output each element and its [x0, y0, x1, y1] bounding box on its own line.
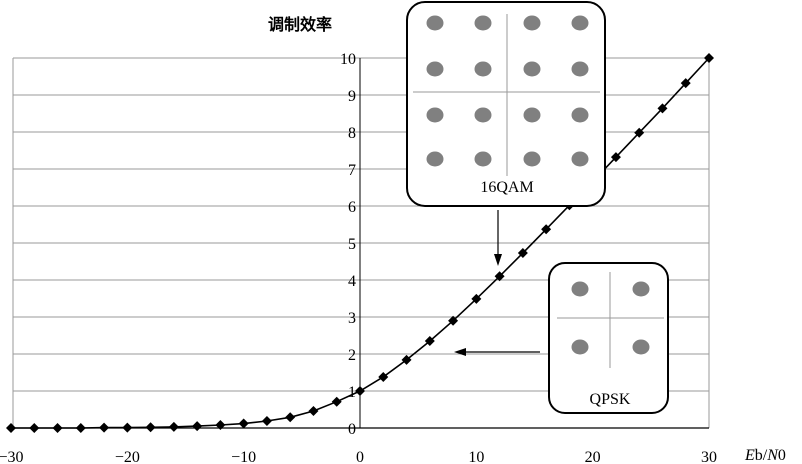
- qam16-point-2: [523, 15, 541, 31]
- qam16-point-6: [523, 61, 541, 77]
- qam16-point-5: [474, 61, 492, 77]
- data-point-29: [680, 78, 691, 89]
- x-axis-title-n: N: [766, 447, 779, 464]
- y-tick-label-2: 2: [348, 347, 356, 364]
- qam16-point-15: [571, 151, 589, 167]
- qpsk-point-2: [571, 339, 589, 355]
- data-point-16: [378, 371, 389, 382]
- y-tick-label-4: 4: [348, 273, 356, 290]
- y-tick-label-5: 5: [348, 236, 356, 253]
- data-point-22: [517, 247, 528, 258]
- qpsk-point-1: [632, 281, 650, 297]
- x-tick-label-4: 10: [468, 449, 484, 464]
- data-point-19: [448, 315, 459, 326]
- inset-qpsk-box: [548, 262, 669, 414]
- y-tick-label-10: 10: [340, 51, 356, 68]
- data-point-6: [145, 422, 156, 433]
- qam16-point-8: [426, 107, 444, 123]
- data-point-28: [657, 103, 668, 114]
- inset-16qam-constellation: 16QAM: [406, 1, 606, 207]
- x-axis-title-e: E: [744, 447, 755, 464]
- qam16-point-7: [571, 61, 589, 77]
- x-tick-label-5: 20: [585, 449, 601, 464]
- qam16-point-14: [523, 151, 541, 167]
- data-point-15: [355, 386, 365, 396]
- qam16-point-11: [571, 107, 589, 123]
- qam16-point-12: [426, 151, 444, 167]
- arrow-16qam-head: [494, 254, 502, 266]
- inset-qpsk-points: [571, 281, 650, 355]
- y-axis-title: 调制效率: [268, 15, 332, 34]
- qam16-point-4: [426, 61, 444, 77]
- data-point-3: [75, 423, 86, 433]
- qam16-point-3: [571, 15, 589, 31]
- x-tick-labels: −30 −20 −10 0 10 20 30: [0, 449, 717, 464]
- x-axis-title: Eb/N0: [744, 447, 786, 464]
- qam16-point-9: [474, 107, 492, 123]
- y-tick-label-1: 1: [348, 384, 356, 401]
- data-point-17: [401, 354, 412, 365]
- x-tick-label-2: −10: [231, 449, 256, 464]
- data-point-11: [261, 415, 272, 426]
- x-tick-label-0: −30: [0, 449, 24, 464]
- x-tick-label-6: 30: [701, 449, 717, 464]
- data-point-13: [308, 405, 319, 416]
- data-point-4: [99, 422, 110, 433]
- data-point-0: [6, 423, 16, 433]
- data-point-20: [471, 293, 482, 304]
- y-tick-label-3: 3: [348, 310, 356, 327]
- inset-16qam-box: [406, 1, 606, 207]
- y-tick-label-8: 8: [348, 125, 356, 142]
- x-tick-label-3: 0: [356, 449, 364, 464]
- data-point-5: [122, 422, 133, 433]
- data-point-30: [704, 53, 714, 63]
- y-tick-label-7: 7: [348, 162, 356, 179]
- qam16-point-13: [474, 151, 492, 167]
- data-point-23: [541, 224, 552, 235]
- data-point-21: [494, 271, 505, 282]
- data-point-8: [192, 421, 203, 432]
- qam16-point-1: [474, 15, 492, 31]
- data-point-26: [610, 152, 621, 163]
- qam16-point-0: [426, 15, 444, 31]
- data-point-2: [52, 423, 63, 433]
- x-axis-title-n-sub: 0: [778, 447, 786, 464]
- data-point-27: [634, 127, 645, 138]
- y-tick-label-0: 0: [348, 421, 356, 438]
- qpsk-point-0: [571, 281, 589, 297]
- data-point-14: [331, 396, 342, 407]
- inset-qpsk-label: QPSK: [590, 391, 631, 408]
- inset-qpsk-constellation: QPSK: [548, 262, 669, 414]
- x-axis-title-e-sub: b: [755, 447, 763, 464]
- data-point-7: [168, 421, 179, 432]
- y-tick-labels: 0 1 2 3 4 5 6 7 8 9 10: [340, 51, 356, 438]
- x-tick-label-1: −20: [115, 449, 140, 464]
- data-point-9: [215, 420, 226, 431]
- y-tick-label-9: 9: [348, 88, 356, 105]
- x-axis-title-slash: /: [763, 447, 768, 464]
- data-point-18: [424, 336, 435, 347]
- qpsk-point-3: [632, 339, 650, 355]
- inset-16qam-points: [426, 15, 589, 167]
- data-point-1: [29, 423, 40, 433]
- arrow-qpsk-head: [454, 348, 466, 356]
- y-tick-label-6: 6: [348, 199, 356, 216]
- inset-16qam-label: 16QAM: [480, 179, 533, 196]
- data-point-10: [238, 418, 249, 429]
- data-point-12: [285, 412, 296, 423]
- qam16-point-10: [523, 107, 541, 123]
